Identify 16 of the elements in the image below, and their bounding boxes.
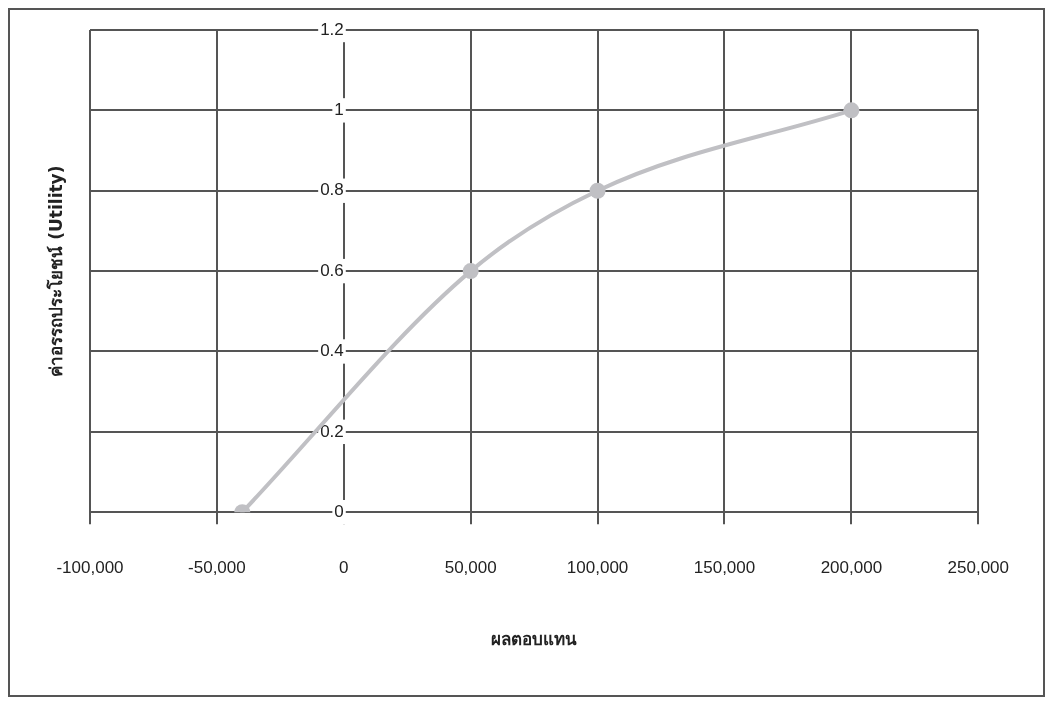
y-tick-label: 0.4: [320, 341, 344, 361]
y-tick-label: 0.6: [320, 260, 344, 280]
y-tick-label: 1.2: [320, 19, 344, 39]
y-tick-label: 0: [334, 501, 344, 521]
x-tick-label: 100,000: [566, 558, 629, 578]
x-tick-label: 200,000: [820, 558, 883, 578]
y-axis-title: ค่าอรรถประโยชน์ (Utility): [46, 165, 67, 377]
x-tick-label: -100,000: [56, 558, 124, 578]
y-tick-label: 0.8: [320, 180, 344, 200]
x-tick-label: 150,000: [693, 558, 756, 578]
x-axis-title: ผลตอบแทน: [491, 629, 578, 650]
x-tick-label: -50,000: [188, 558, 246, 578]
y-tick-label: 0.2: [320, 421, 344, 441]
y-tick-label: 1: [334, 100, 344, 120]
x-tick-label: 50,000: [444, 558, 497, 578]
x-tick-label: 250,000: [947, 558, 1009, 578]
